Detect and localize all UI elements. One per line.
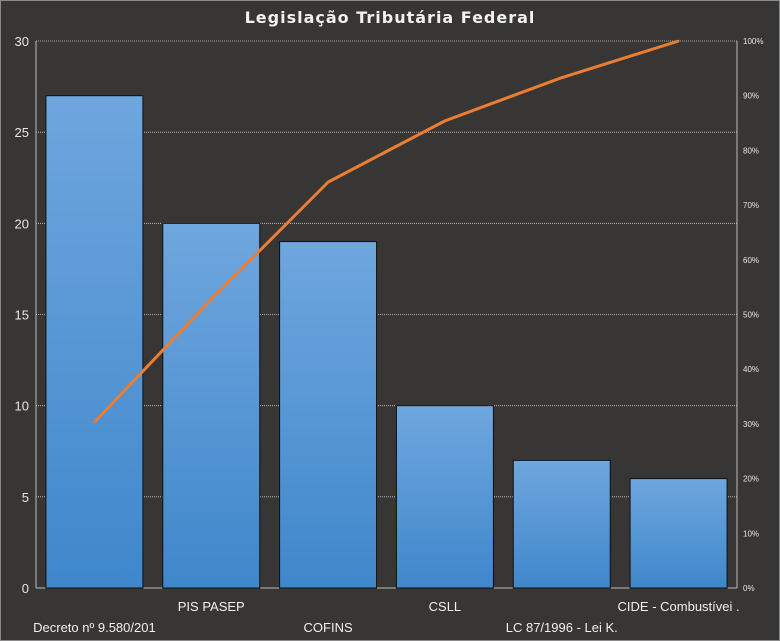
x-tick-label: PIS PASEP [178, 599, 245, 614]
x-tick-label: COFINS [304, 620, 353, 635]
y2-tick-label: 50% [743, 311, 759, 320]
bar [162, 222, 261, 589]
y-tick-label: 15 [15, 308, 29, 323]
y2-tick-label: 20% [743, 475, 759, 484]
bar [279, 241, 378, 589]
x-tick-label: CIDE - Combustívei . [618, 599, 740, 614]
y2-tick-label: 0% [743, 584, 755, 593]
bar [629, 478, 728, 589]
y-tick-label: 30 [15, 34, 29, 49]
cumulative-point [677, 40, 680, 42]
x-tick-label: Decreto nº 9.580/201 [33, 620, 156, 635]
y-tick-label: 0 [22, 581, 29, 596]
bar [45, 95, 144, 589]
bar [395, 405, 494, 589]
cumulative-point [560, 76, 563, 79]
y2-tick-label: 10% [743, 529, 759, 538]
y2-tick-label: 80% [743, 146, 759, 155]
y2-tick-label: 60% [743, 256, 759, 265]
bar [512, 459, 611, 589]
y2-tick-label: 70% [743, 201, 759, 210]
y-tick-label: 25 [15, 125, 29, 140]
y-tick-label: 20 [15, 216, 29, 231]
cumulative-point [443, 119, 446, 122]
y2-tick-label: 90% [743, 92, 759, 101]
y2-tick-label: 30% [743, 420, 759, 429]
cumulative-line [93, 39, 680, 424]
x-tick-label: CSLL [429, 599, 462, 614]
cumulative-point [210, 298, 213, 301]
chart-title: Legislação Tributária Federal [244, 8, 536, 27]
y-tick-label: 10 [15, 399, 29, 414]
cumulative-point [93, 421, 96, 424]
y2-tick-label: 40% [743, 365, 759, 374]
x-tick-label: LC 87/1996 - Lei K. [506, 620, 618, 635]
y-tick-label: 5 [22, 490, 29, 505]
y2-tick-label: 100% [743, 37, 763, 46]
cumulative-point [327, 181, 330, 184]
